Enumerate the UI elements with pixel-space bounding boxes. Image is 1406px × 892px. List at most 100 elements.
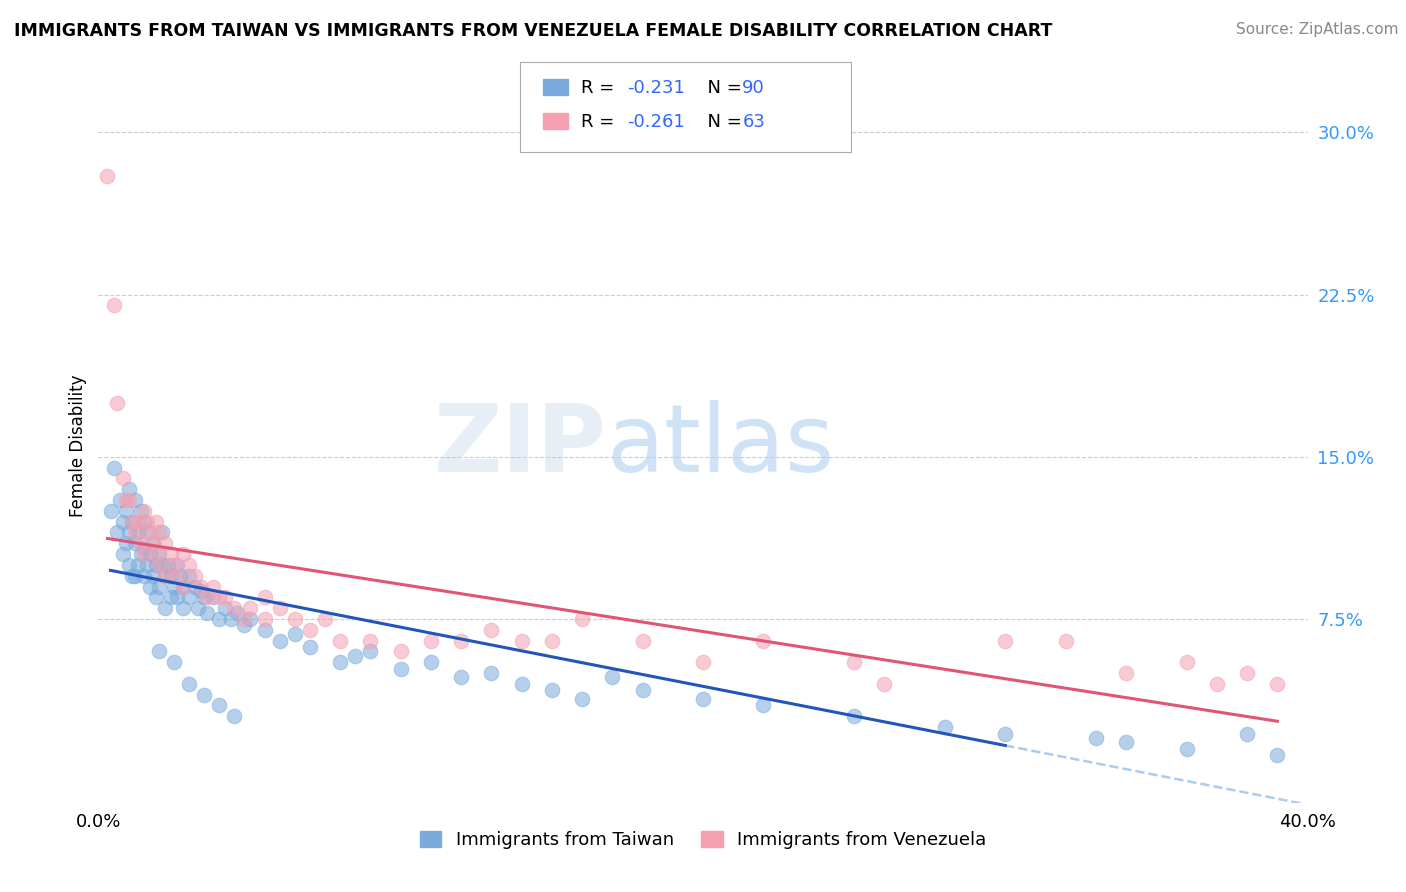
Point [184, 580, 207, 594]
Point [195, 606, 218, 620]
Point [166, 568, 188, 582]
Point [124, 568, 146, 582]
Point [148, 525, 170, 540]
Legend: Immigrants from Taiwan, Immigrants from Venezuela: Immigrants from Taiwan, Immigrants from … [411, 822, 995, 858]
Point [145, 591, 167, 605]
Point [127, 525, 149, 540]
Text: 90: 90 [742, 79, 765, 97]
Point [135, 525, 157, 540]
Point [160, 568, 183, 582]
Point [132, 547, 155, 561]
Point [1236, 666, 1258, 681]
Point [844, 709, 866, 723]
Text: R =: R = [581, 79, 620, 97]
Point [1267, 748, 1289, 763]
Text: atlas: atlas [606, 400, 835, 492]
Point [96, 169, 118, 183]
Point [602, 670, 624, 684]
Point [224, 601, 246, 615]
Point [153, 568, 176, 582]
Text: -0.261: -0.261 [627, 113, 685, 131]
Point [124, 536, 146, 550]
Point [193, 591, 215, 605]
Point [118, 558, 141, 572]
Point [184, 568, 207, 582]
Point [1236, 726, 1258, 740]
Point [1267, 677, 1289, 691]
Point [166, 558, 188, 572]
Point [360, 644, 382, 658]
Point [135, 558, 157, 572]
Point [166, 591, 188, 605]
Point [450, 633, 472, 648]
Point [571, 692, 593, 706]
Point [631, 683, 654, 698]
Point [139, 525, 162, 540]
Point [752, 633, 775, 648]
Point [253, 591, 276, 605]
Point [111, 547, 134, 561]
Point [132, 541, 155, 555]
Point [214, 591, 236, 605]
Point [145, 515, 167, 529]
Point [139, 547, 162, 561]
Point [172, 601, 194, 615]
Point [124, 493, 146, 508]
Y-axis label: Female Disability: Female Disability [69, 375, 87, 517]
Point [114, 536, 136, 550]
Point [114, 504, 136, 518]
Point [193, 688, 215, 702]
Point [172, 580, 194, 594]
Point [692, 655, 714, 669]
Point [329, 655, 352, 669]
Point [844, 655, 866, 669]
Point [108, 493, 131, 508]
Point [142, 536, 165, 550]
Point [224, 709, 246, 723]
Point [156, 558, 179, 572]
Point [284, 612, 307, 626]
Point [481, 666, 503, 681]
Point [994, 726, 1017, 740]
Point [163, 558, 186, 572]
Point [145, 558, 167, 572]
Point [221, 612, 243, 626]
Point [284, 627, 307, 641]
Point [100, 504, 122, 518]
Point [253, 612, 276, 626]
Point [1115, 666, 1137, 681]
Point [253, 623, 276, 637]
Point [299, 640, 322, 654]
Text: ZIP: ZIP [433, 400, 606, 492]
Point [934, 720, 956, 734]
Point [571, 612, 593, 626]
Point [208, 591, 231, 605]
Point [329, 633, 352, 648]
Point [105, 396, 128, 410]
Point [169, 568, 191, 582]
Point [226, 606, 249, 620]
Point [124, 525, 146, 540]
Text: -0.231: -0.231 [627, 79, 685, 97]
Point [344, 648, 367, 663]
Point [111, 515, 134, 529]
Point [314, 612, 336, 626]
Point [631, 633, 654, 648]
Point [150, 558, 173, 572]
Point [148, 547, 170, 561]
Point [202, 580, 225, 594]
Point [179, 677, 201, 691]
Point [208, 698, 231, 713]
Point [190, 583, 212, 598]
Point [269, 633, 291, 648]
Point [510, 677, 533, 691]
Point [118, 493, 141, 508]
Point [299, 623, 322, 637]
Point [1085, 731, 1108, 745]
Point [121, 515, 143, 529]
Point [481, 623, 503, 637]
Point [148, 580, 170, 594]
Point [111, 471, 134, 485]
Point [163, 580, 186, 594]
Point [105, 525, 128, 540]
